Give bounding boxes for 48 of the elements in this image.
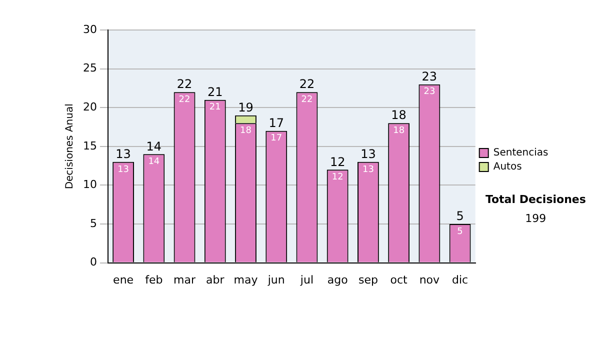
- x-tick-label: feb: [145, 273, 163, 286]
- data-label: 22: [301, 94, 313, 105]
- data-label: 22: [178, 94, 190, 105]
- x-tick-label: may: [234, 273, 258, 286]
- y-tick-label: 20: [82, 100, 97, 114]
- x-tick-label: abr: [206, 273, 225, 286]
- data-label: 13: [118, 164, 130, 175]
- x-tick-label: mar: [174, 273, 196, 286]
- total-label: 13: [360, 147, 376, 162]
- total-label: 5: [456, 209, 464, 224]
- legend-label: Autos: [493, 162, 554, 173]
- legend-label: Sentencias: [493, 148, 580, 159]
- x-tick-label: jul: [299, 273, 314, 286]
- total-label: 21: [208, 84, 223, 99]
- total-label: 14: [146, 139, 162, 154]
- x-tick-label: ago: [327, 273, 348, 286]
- y-axis-title: Decisiones Anual: [64, 104, 76, 190]
- x-tick-label: ene: [113, 273, 134, 286]
- data-label: 5: [457, 226, 463, 237]
- total-label: 22: [176, 77, 192, 92]
- x-tick-label: oct: [390, 273, 408, 286]
- total-label: 12: [330, 154, 346, 169]
- y-tick-label: 10: [82, 178, 97, 192]
- data-label: 21: [209, 102, 221, 113]
- y-tick-label: 25: [82, 62, 97, 75]
- x-tick-label: sep: [358, 273, 378, 286]
- data-label: 23: [424, 87, 436, 98]
- total-label: 23: [422, 69, 438, 84]
- y-tick-label: 5: [90, 216, 97, 230]
- text: 199: [525, 212, 546, 225]
- total-label: 18: [391, 108, 406, 122]
- x-tick-label: dic: [452, 273, 468, 286]
- total-label: 17: [268, 116, 284, 130]
- x-tick-label: nov: [419, 273, 440, 286]
- text: Total Decisiones: [485, 192, 586, 206]
- total-label: 13: [116, 147, 131, 162]
- data-label: 18: [240, 126, 252, 136]
- total-label: 19: [238, 100, 254, 114]
- data-label: 14: [148, 157, 160, 168]
- data-label: 12: [332, 172, 344, 183]
- data-label: 13: [362, 164, 374, 175]
- y-tick-label: 15: [82, 139, 97, 152]
- data-label: 17: [270, 134, 282, 144]
- data-label: 18: [393, 126, 405, 136]
- x-tick-label: jun: [266, 273, 285, 286]
- y-tick-label: 30: [82, 22, 97, 36]
- y-tick-label: 0: [90, 256, 97, 269]
- total-label: 22: [299, 77, 315, 92]
